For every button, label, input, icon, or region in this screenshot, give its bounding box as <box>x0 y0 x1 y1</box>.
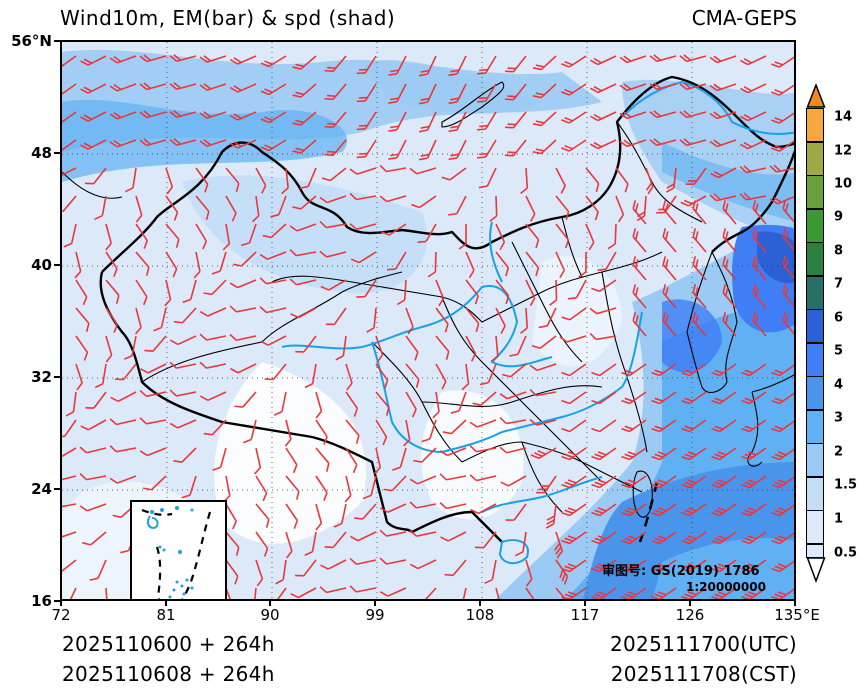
model-source-label: CMA-GEPS <box>691 6 797 30</box>
x-tick-label: 99 <box>365 606 385 624</box>
colorbar-label: 3 <box>834 410 844 426</box>
x-tick-mark <box>165 600 167 606</box>
colorbar-segment <box>806 175 824 209</box>
colorbar-label: 12 <box>834 143 853 159</box>
x-tick-mark <box>374 600 376 606</box>
y-tick-mark <box>54 600 60 602</box>
y-tick-label: 56°N <box>11 32 52 50</box>
x-tick-label: 135°E <box>774 606 820 624</box>
rivers <box>281 80 794 565</box>
valid-time-cst: 2025111708(CST) <box>610 662 797 686</box>
x-tick-label: 126 <box>675 606 705 624</box>
colorbar-label: 10 <box>834 176 853 192</box>
colorbar-label: 8 <box>834 243 844 259</box>
inset-map <box>141 506 212 599</box>
x-tick-mark <box>479 600 481 606</box>
colorbar-top-triangle <box>806 84 826 108</box>
y-tick-label: 48 <box>31 144 52 162</box>
map-scale-label: 1:20000000 <box>686 580 766 594</box>
colorbar-segment <box>806 108 824 142</box>
colorbar-label: 0.5 <box>834 545 858 561</box>
colorbar-segment <box>806 543 824 558</box>
y-tick-mark <box>54 376 60 378</box>
colorbar-label: 5 <box>834 343 844 359</box>
colorbar-bottom-triangle <box>806 557 826 583</box>
colorbar-segment <box>806 309 824 343</box>
colorbar-label: 1.5 <box>834 477 858 493</box>
colorbar-segment <box>806 443 824 477</box>
y-tick-label: 32 <box>31 368 52 386</box>
x-tick-mark <box>584 600 586 606</box>
x-tick-mark <box>60 600 62 606</box>
colorbar-segment <box>806 141 824 176</box>
x-tick-label: 117 <box>570 606 600 624</box>
y-tick-mark <box>54 264 60 266</box>
colorbar-segment <box>806 476 824 511</box>
map-review-number: 审图号: GS(2019) 1786 <box>602 564 760 579</box>
colorbar-label: 1 <box>834 511 844 527</box>
y-tick-label: 40 <box>31 256 52 274</box>
valid-time-utc: 2025111700(UTC) <box>610 632 797 656</box>
x-tick-label: 81 <box>156 606 176 624</box>
y-tick-mark <box>54 488 60 490</box>
x-tick-label: 108 <box>465 606 495 624</box>
colorbar-segment <box>806 275 824 310</box>
x-tick-label: 90 <box>260 606 280 624</box>
colorbar-segment <box>806 409 824 444</box>
colorbar-segment <box>806 342 824 377</box>
x-tick-mark <box>689 600 691 606</box>
colorbar-segment <box>806 242 824 276</box>
colorbar-label: 4 <box>834 377 844 393</box>
colorbar-label: 2 <box>834 444 844 460</box>
colorbar-label: 9 <box>834 209 844 225</box>
x-tick-label: 72 <box>51 606 71 624</box>
x-tick-mark <box>269 600 271 606</box>
map-title: Wind10m, EM(bar) & spd (shad) <box>60 6 396 30</box>
wind-barbs <box>62 54 794 599</box>
colorbar-label: 7 <box>834 276 844 292</box>
colorbar-segment <box>806 510 824 544</box>
y-tick-label: 24 <box>31 480 52 498</box>
y-tick-label: 16 <box>31 592 52 610</box>
y-tick-mark <box>54 152 60 154</box>
south-china-sea-inset: 1:40000000 <box>130 500 227 599</box>
colorbar-label: 6 <box>834 310 844 326</box>
colorbar-segment <box>806 376 824 410</box>
y-tick-mark <box>54 40 60 42</box>
colorbar-label: 14 <box>834 109 853 125</box>
colorbar-segment <box>806 208 824 243</box>
map-canvas[interactable]: 1:40000000 <box>60 40 796 601</box>
x-tick-mark <box>794 600 796 606</box>
init-time-utc: 2025110600 + 264h <box>62 632 275 656</box>
init-time-cst: 2025110608 + 264h <box>62 662 275 686</box>
